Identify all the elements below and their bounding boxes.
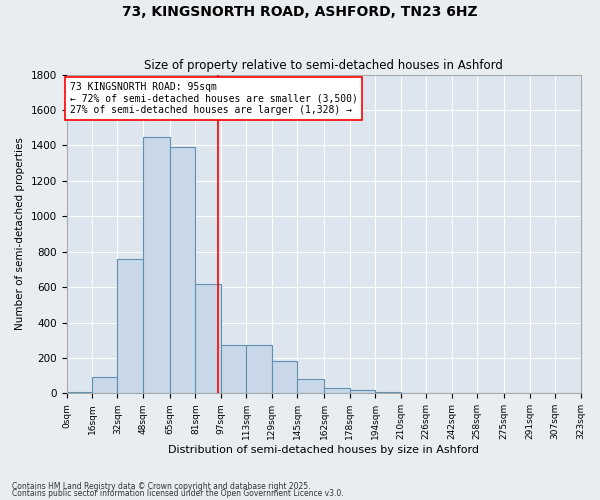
Text: Contains public sector information licensed under the Open Government Licence v3: Contains public sector information licen…	[12, 489, 344, 498]
Text: 73 KINGSNORTH ROAD: 95sqm
← 72% of semi-detached houses are smaller (3,500)
27% : 73 KINGSNORTH ROAD: 95sqm ← 72% of semi-…	[70, 82, 358, 115]
Bar	[375, 392, 401, 394]
Bar	[92, 378, 118, 394]
Text: 73, KINGSNORTH ROAD, ASHFORD, TN23 6HZ: 73, KINGSNORTH ROAD, ASHFORD, TN23 6HZ	[122, 5, 478, 19]
Text: Contains HM Land Registry data © Crown copyright and database right 2025.: Contains HM Land Registry data © Crown c…	[12, 482, 311, 491]
Bar	[143, 136, 170, 394]
Bar	[118, 258, 143, 394]
Bar	[247, 344, 272, 394]
Bar	[221, 344, 247, 394]
X-axis label: Distribution of semi-detached houses by size in Ashford: Distribution of semi-detached houses by …	[168, 445, 479, 455]
Bar	[196, 284, 221, 394]
Bar	[325, 388, 350, 394]
Bar	[170, 147, 196, 394]
Bar	[297, 379, 325, 394]
Bar	[401, 393, 426, 394]
Bar	[67, 392, 92, 394]
Bar	[350, 390, 375, 394]
Y-axis label: Number of semi-detached properties: Number of semi-detached properties	[15, 138, 25, 330]
Title: Size of property relative to semi-detached houses in Ashford: Size of property relative to semi-detach…	[144, 59, 503, 72]
Bar	[272, 360, 297, 394]
